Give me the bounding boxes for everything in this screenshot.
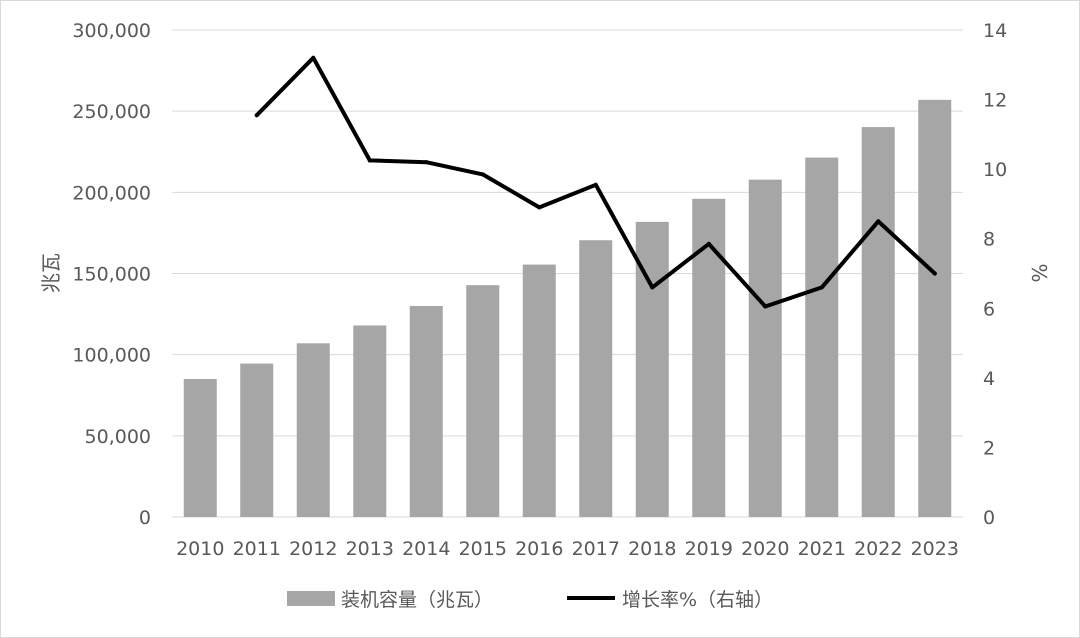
bar: [240, 363, 274, 517]
bar: [183, 379, 217, 517]
right-tick-label: 0: [983, 507, 995, 529]
left-axis-title: 兆瓦: [39, 253, 63, 293]
bar: [466, 285, 500, 517]
line-point: [706, 241, 711, 246]
x-tick-label: 2018: [628, 538, 676, 560]
bar: [522, 264, 556, 517]
line-point: [424, 160, 429, 165]
x-tick-label: 2015: [459, 538, 507, 560]
bar: [861, 127, 895, 518]
gridlines: [172, 29, 963, 518]
right-axis-title: %: [1027, 263, 1051, 282]
left-tick-label: 100,000: [72, 345, 151, 367]
bar: [353, 325, 387, 517]
legend-swatch-bar: [287, 591, 335, 606]
left-tick-label: 200,000: [72, 182, 151, 204]
legend-label-bar: 装机容量（兆瓦）: [341, 589, 493, 611]
line-point: [932, 271, 937, 276]
bar-series: [183, 99, 952, 518]
line-point: [537, 205, 542, 210]
line-point: [650, 285, 655, 290]
line-point: [254, 113, 259, 118]
right-axis-ticks: 0 2 4 6 8 10 12 14: [983, 20, 1007, 529]
line-point: [311, 55, 316, 60]
right-tick-label: 4: [983, 368, 995, 390]
x-tick-label: 2020: [741, 538, 789, 560]
bar: [409, 305, 443, 517]
right-tick-label: 14: [983, 20, 1007, 42]
right-tick-label: 2: [983, 437, 995, 459]
legend-label-line: 增长率%（右轴）: [622, 589, 773, 611]
x-tick-label: 2021: [798, 538, 846, 560]
line-point: [593, 182, 598, 187]
line-point: [876, 219, 881, 224]
right-tick-label: 6: [983, 298, 995, 320]
line-point: [763, 304, 768, 309]
line-point: [819, 285, 824, 290]
left-tick-label: 300,000: [72, 20, 151, 42]
bar: [296, 343, 330, 517]
right-tick-label: 12: [983, 90, 1007, 112]
left-tick-label: 150,000: [72, 264, 151, 286]
left-tick-label: 0: [139, 507, 151, 529]
right-tick-label: 8: [983, 229, 995, 251]
left-tick-label: 250,000: [72, 101, 151, 123]
x-tick-label: 2022: [854, 538, 902, 560]
right-tick-label: 10: [983, 159, 1007, 181]
x-axis-ticks: 2010 2011 2012 2013 2014 2015 2016 2017 2018 2019…: [176, 538, 959, 560]
x-tick-label: 2016: [515, 538, 563, 560]
x-tick-label: 2019: [685, 538, 733, 560]
bar: [805, 157, 839, 517]
x-tick-label: 2010: [176, 538, 224, 560]
line-series: [254, 55, 937, 309]
x-tick-label: 2023: [911, 538, 959, 560]
bar: [918, 99, 952, 517]
left-tick-label: 50,000: [85, 426, 151, 448]
x-tick-label: 2013: [346, 538, 394, 560]
legend: 装机容量（兆瓦） 增长率%（右轴）: [287, 589, 773, 611]
left-axis-ticks: 0 50,000 100,000 150,000 200,000 250,000 300,0…: [72, 20, 151, 529]
x-tick-label: 2014: [402, 538, 450, 560]
bar: [748, 179, 782, 517]
bar: [579, 240, 613, 517]
x-tick-label: 2011: [233, 538, 281, 560]
line-point: [367, 158, 372, 163]
x-tick-label: 2017: [572, 538, 620, 560]
line-point: [480, 172, 485, 177]
x-tick-label: 2012: [289, 538, 337, 560]
